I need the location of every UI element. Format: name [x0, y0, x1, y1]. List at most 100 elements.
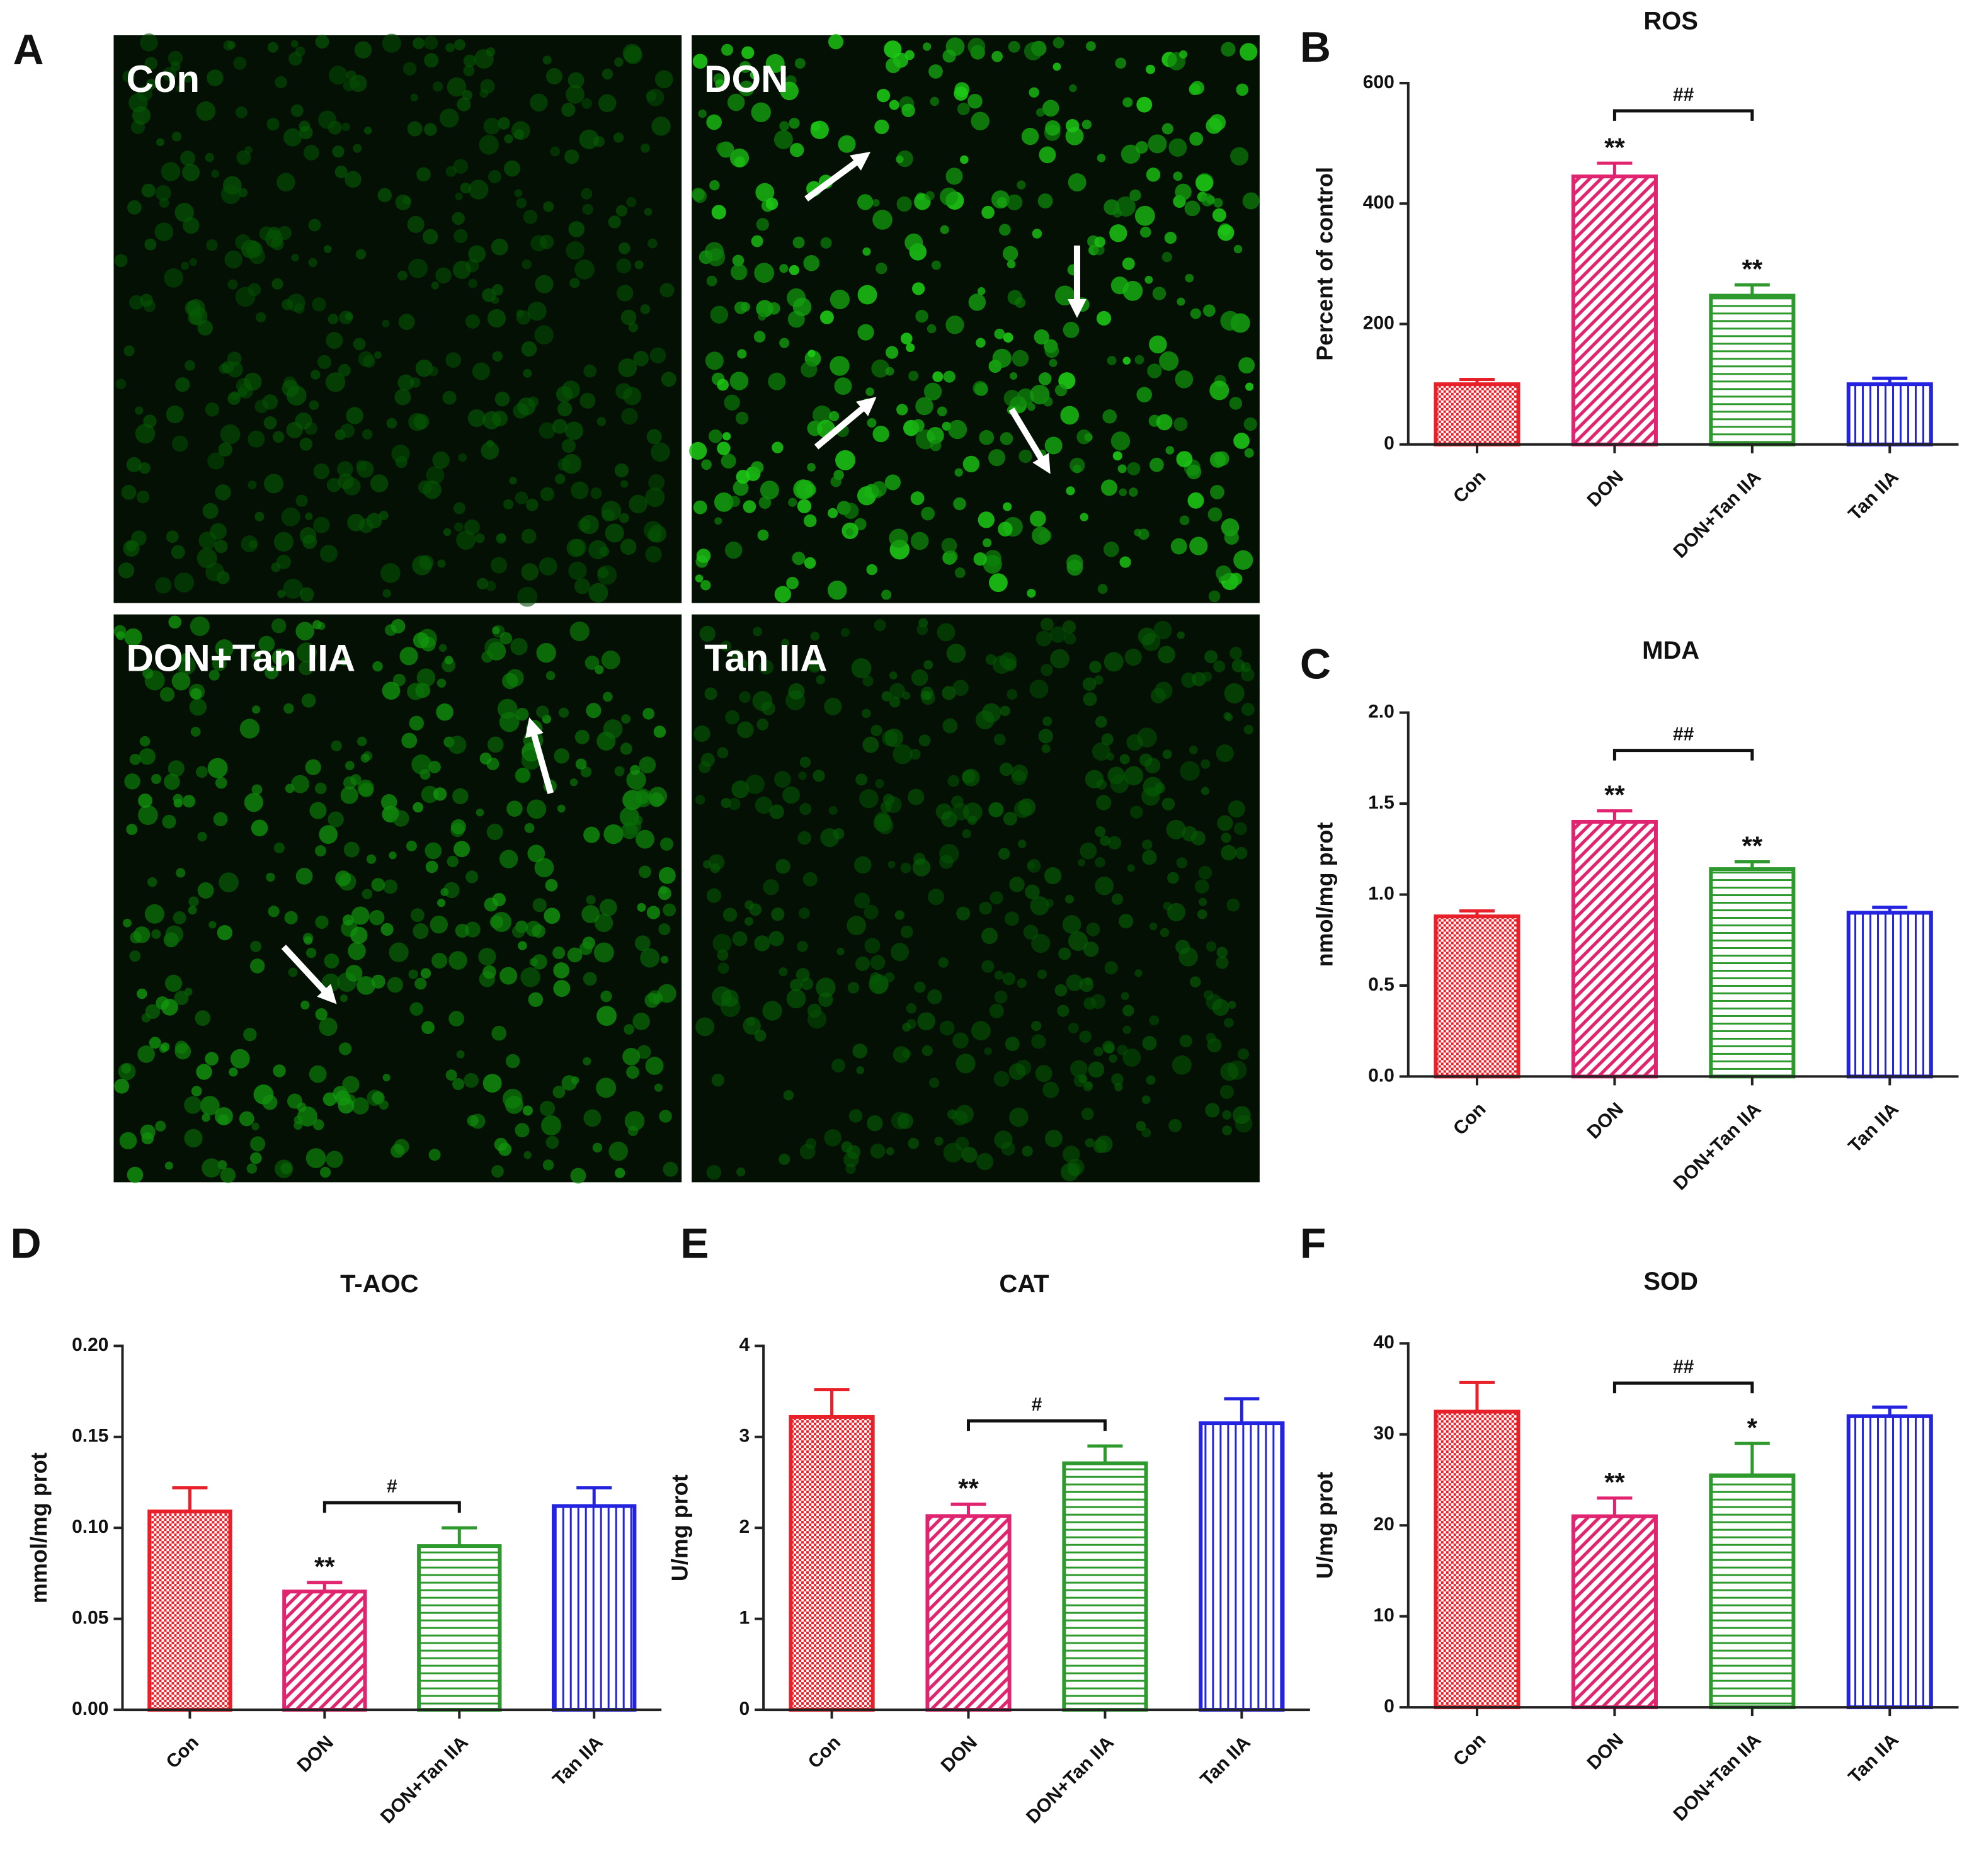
- x-tick-label: Tan IIA: [1844, 1099, 1902, 1157]
- y-tick-label: 3: [739, 1426, 750, 1447]
- comparison-bracket: [1612, 749, 1754, 761]
- x-tick-label: Tan IIA: [1844, 1729, 1902, 1787]
- significance-label: **: [1604, 132, 1625, 162]
- bar: [1434, 914, 1520, 1079]
- x-tick-label: DON: [1583, 1729, 1628, 1773]
- x-tick-label: DON+Tan IIA: [377, 1732, 472, 1828]
- panel-letter: A: [13, 26, 44, 74]
- y-tick-label: 600: [1363, 72, 1395, 93]
- image-label: Tan IIA: [704, 637, 827, 679]
- y-tick-label: 0.5: [1368, 974, 1395, 995]
- bar: [1571, 819, 1658, 1079]
- y-tick-label: 0.0: [1368, 1065, 1395, 1086]
- bar: [1434, 382, 1520, 446]
- significance-label: **: [958, 1474, 979, 1503]
- x-tick-label: DON: [293, 1732, 337, 1776]
- arrow: [814, 397, 877, 450]
- bar: [552, 1504, 637, 1712]
- bar: [1709, 1473, 1796, 1710]
- comparison-bracket: [1612, 1381, 1754, 1394]
- bar: [1846, 911, 1933, 1079]
- y-tick-label: 1: [739, 1608, 750, 1629]
- y-tick-label: 40: [1373, 1332, 1394, 1353]
- y-tick-label: 10: [1373, 1605, 1394, 1626]
- chart-title: ROS: [1643, 8, 1698, 35]
- significance-label: *: [1747, 1413, 1758, 1442]
- chart-title: T-AOC: [340, 1270, 418, 1298]
- comparison-label: ##: [1673, 1356, 1694, 1377]
- bar: [1199, 1421, 1285, 1712]
- comparison-label: ##: [1673, 724, 1694, 745]
- significance-label: **: [1604, 780, 1625, 810]
- comparison-label: #: [1032, 1394, 1042, 1415]
- x-tick-label: Tan IIA: [1844, 467, 1902, 525]
- y-tick-label: 200: [1363, 312, 1395, 333]
- y-tick-label: 1.5: [1368, 792, 1395, 813]
- y-tick-label: 0.05: [72, 1608, 108, 1629]
- y-tick-label: 0.15: [72, 1426, 108, 1447]
- x-tick-label: DON: [937, 1732, 981, 1776]
- comparison-label: #: [387, 1476, 397, 1497]
- y-axis-label: Percent of control: [1311, 167, 1337, 361]
- arrow: [525, 717, 554, 794]
- y-tick-label: 0.00: [72, 1698, 108, 1719]
- bar-chart: E CAT U/mg prot 0 1 2 3 4 Con ** DON DON+Tan IIA Tan…: [667, 1219, 1310, 1828]
- y-tick-label: 400: [1363, 192, 1395, 213]
- comparison-bracket: [1612, 109, 1754, 121]
- bar: [1709, 867, 1796, 1079]
- bar: [1571, 174, 1658, 446]
- x-tick-label: Con: [1449, 467, 1490, 508]
- x-tick-label: Tan IIA: [1197, 1732, 1255, 1790]
- micrograph-background: [692, 614, 1260, 1183]
- y-axis-label: nmol/mg prot: [1311, 822, 1337, 967]
- x-tick-label: Con: [1449, 1099, 1490, 1140]
- micrograph: [689, 34, 1260, 603]
- micrograph: [113, 33, 682, 607]
- arrow: [1008, 407, 1051, 474]
- arrow: [804, 152, 871, 202]
- y-tick-label: 20: [1373, 1514, 1394, 1535]
- significance-label: **: [1742, 254, 1763, 283]
- bar: [925, 1514, 1012, 1712]
- bar: [789, 1414, 875, 1712]
- y-tick-label: 1.0: [1368, 883, 1395, 904]
- bar-chart: C MDA nmol/mg prot 0.0 0.5 1.0 1.5 2.0 Con ** DON *…: [1300, 637, 1959, 1195]
- x-tick-label: Tan IIA: [549, 1732, 607, 1790]
- x-tick-label: DON+Tan IIA: [1670, 467, 1766, 562]
- comparison-bracket: [322, 1501, 461, 1513]
- chart-title: CAT: [999, 1270, 1049, 1298]
- bar: [417, 1544, 502, 1712]
- x-tick-label: DON: [1583, 467, 1628, 511]
- bar: [1062, 1461, 1148, 1712]
- panel-letter: F: [1300, 1219, 1326, 1267]
- comparison-bracket: [967, 1419, 1107, 1431]
- y-axis-label: U/mg prot: [667, 1474, 693, 1581]
- y-tick-label: 4: [739, 1334, 750, 1355]
- y-tick-label: 0: [739, 1698, 750, 1719]
- significance-label: **: [1604, 1467, 1625, 1497]
- y-axis-label: U/mg prot: [1311, 1472, 1337, 1579]
- y-tick-label: 0: [1384, 433, 1395, 454]
- significance-label: **: [314, 1552, 335, 1581]
- micrograph: [692, 614, 1260, 1183]
- image-label: DON: [704, 58, 788, 100]
- panel-letter: E: [680, 1219, 709, 1267]
- bar: [1846, 1414, 1933, 1710]
- chart-title: SOD: [1643, 1268, 1698, 1295]
- image-label: Con: [126, 58, 200, 100]
- bar-chart: B ROS Percent of control 0 200 400 600 Con ** DON…: [1300, 8, 1959, 562]
- x-tick-label: Con: [804, 1732, 845, 1773]
- x-tick-label: DON+Tan IIA: [1670, 1099, 1766, 1195]
- x-tick-label: Con: [1449, 1729, 1490, 1770]
- y-tick-label: 2: [739, 1516, 750, 1537]
- bar: [282, 1589, 367, 1712]
- arrow: [281, 945, 337, 1004]
- bar-chart: F SOD U/mg prot 0 10 20 30 40 Con ** DON * DON+Tan I…: [1300, 1219, 1959, 1825]
- panel-letter: B: [1300, 23, 1331, 71]
- x-tick-label: DON+Tan IIA: [1670, 1729, 1766, 1825]
- micrograph: [113, 614, 682, 1184]
- y-axis-label: mmol/mg prot: [26, 1452, 52, 1603]
- chart-title: MDA: [1642, 637, 1699, 664]
- panel-letter: D: [11, 1219, 42, 1267]
